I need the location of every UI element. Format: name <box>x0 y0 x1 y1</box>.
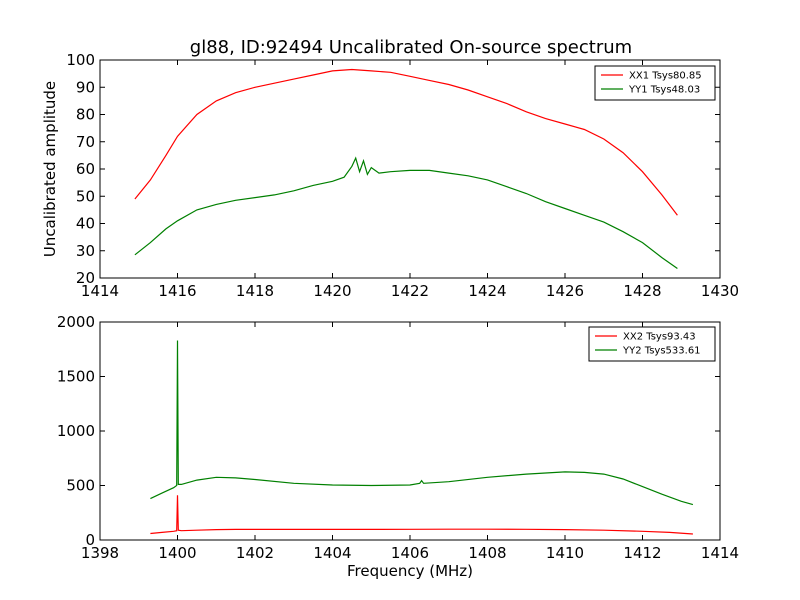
bottom-series-line-1 <box>150 495 693 535</box>
bottom-legend-box <box>588 326 716 362</box>
bottom-y-tick-label: 0 <box>85 531 95 549</box>
bottom-legend-label: XX2 Tsys93.43 <box>623 332 696 343</box>
top-x-tick-label: 1418 <box>236 282 274 300</box>
top-y-tick-label: 50 <box>76 187 95 205</box>
bottom-x-tick-label: 1398 <box>81 544 119 562</box>
top-y-tick-label: 80 <box>76 106 95 124</box>
top-x-tick-label: 1414 <box>81 282 119 300</box>
top-series-line-1 <box>134 68 678 216</box>
top-y-tick-label: 40 <box>76 215 95 233</box>
bottom-x-tick-label: 1410 <box>546 544 584 562</box>
top-legend-box <box>594 65 716 101</box>
top-x-tick-label: 1426 <box>546 282 584 300</box>
top-y-tick-label: 70 <box>76 133 95 151</box>
bottom-y-tick-label: 500 <box>66 477 95 495</box>
top-x-tick-label: 1420 <box>313 282 351 300</box>
top-y-tick-label: 20 <box>76 269 95 287</box>
bottom-x-tick-label: 1402 <box>236 544 274 562</box>
top-legend-label: YY1 Tsys48.03 <box>628 85 700 96</box>
top-y-tick-label: 60 <box>76 160 95 178</box>
bottom-x-axis-title: Frequency (MHz) <box>347 562 473 580</box>
bottom-series-line-2 <box>150 340 694 506</box>
top-legend-label: XX1 Tsys80.85 <box>629 71 702 82</box>
top-x-tick-label: 1424 <box>468 282 506 300</box>
bottom-x-tick-label: 1412 <box>623 544 661 562</box>
top-series-line-2 <box>134 156 678 269</box>
top-y-tick-label: 30 <box>76 242 95 260</box>
figure-title: gl88, ID:92494 Uncalibrated On-source sp… <box>190 37 632 58</box>
bottom-x-tick-label: 1414 <box>701 544 739 562</box>
bottom-y-tick-label: 2000 <box>57 313 95 331</box>
top-y-tick-label: 100 <box>66 51 95 69</box>
bottom-x-tick-label: 1400 <box>158 544 196 562</box>
top-spectrum-panel: 1414 1416 1418 1420 1422 1424 1426 1428 1430 20 30… <box>41 51 739 300</box>
bottom-legend: XX2 Tsys93.43 YY2 Tsys533.61 <box>588 326 716 362</box>
bottom-x-tick-label: 1404 <box>313 544 351 562</box>
top-y-tick-label: 90 <box>76 78 95 96</box>
top-legend: XX1 Tsys80.85 YY1 Tsys48.03 <box>594 65 716 101</box>
top-x-tick-label: 1416 <box>158 282 196 300</box>
top-y-axis-title: Uncalibrated amplitude <box>41 81 59 257</box>
top-x-tick-label: 1428 <box>623 282 661 300</box>
bottom-x-tick-label: 1408 <box>468 544 506 562</box>
top-x-tick-label: 1430 <box>701 282 739 300</box>
top-x-tick-label: 1422 <box>391 282 429 300</box>
bottom-y-tick-label: 1500 <box>57 368 95 386</box>
bottom-spectrum-panel: 1398 1400 1402 1404 1406 1408 1410 1412 1414 0 500… <box>57 313 739 580</box>
bottom-x-tick-label: 1406 <box>391 544 429 562</box>
bottom-legend-label: YY2 Tsys533.61 <box>622 346 701 357</box>
bottom-y-tick-label: 1000 <box>57 422 95 440</box>
